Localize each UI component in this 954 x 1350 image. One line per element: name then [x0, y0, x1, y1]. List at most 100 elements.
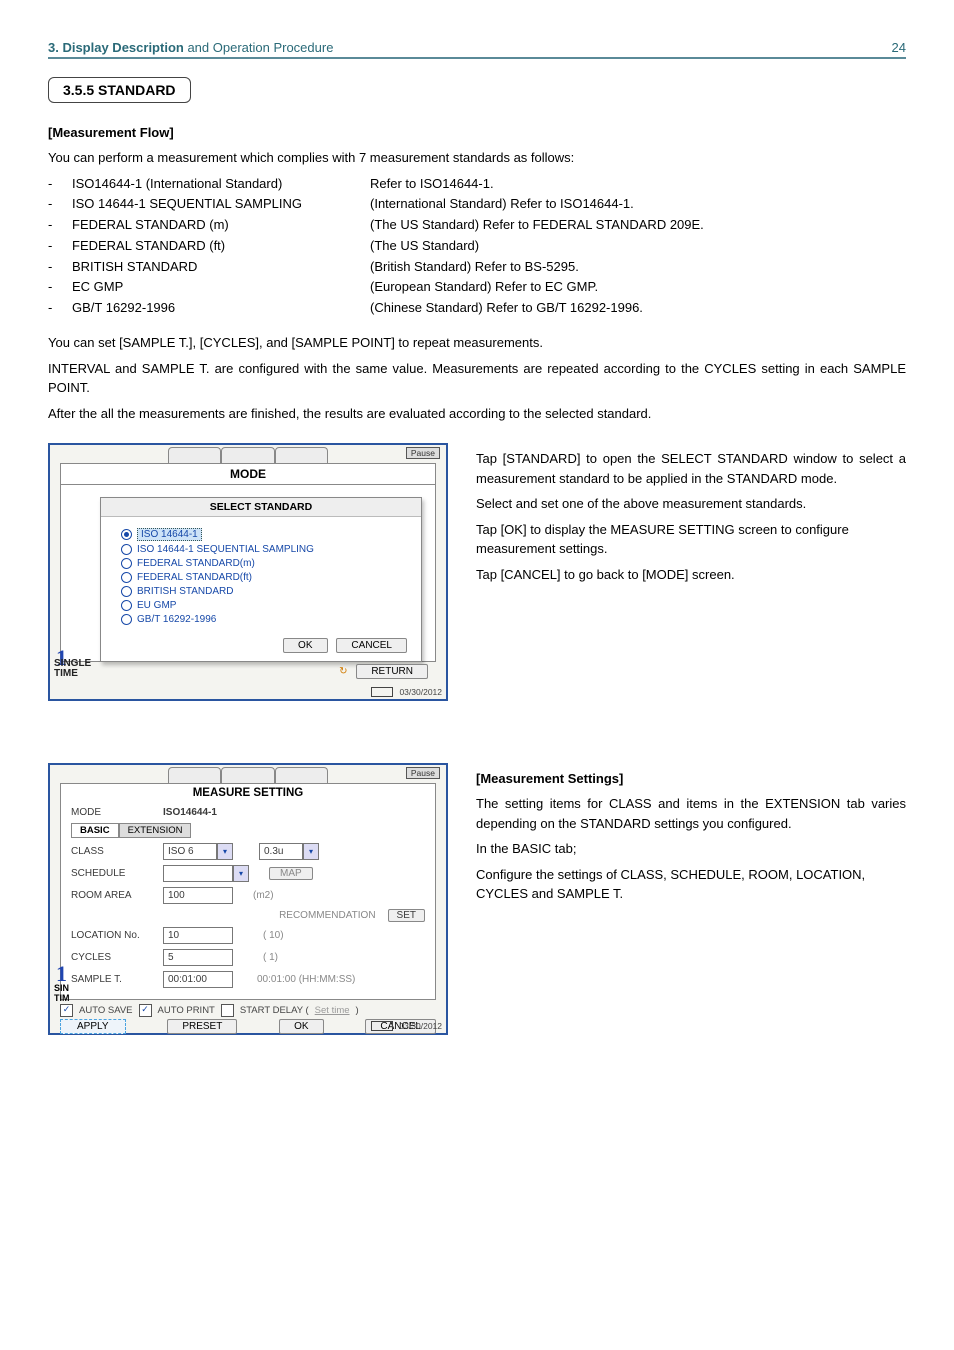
roomarea-row: ROOM AREA 100 (m2)	[71, 887, 425, 904]
top-tabs	[50, 767, 446, 783]
set-button[interactable]: SET	[388, 909, 425, 922]
particle-select[interactable]: 0.3u	[259, 843, 303, 860]
standard-right: (The US Standard) Refer to FEDERAL STAND…	[352, 215, 906, 236]
pause-button[interactable]: Pause	[406, 447, 440, 459]
cancel-button[interactable]: CANCEL	[336, 638, 407, 653]
dash: -	[48, 298, 72, 319]
measurement-settings-heading: [Measurement Settings]	[476, 771, 906, 786]
tab-blank3[interactable]	[275, 447, 328, 463]
mini-tabs: BASICEXTENSION	[71, 823, 425, 838]
tab-blank1[interactable]	[168, 447, 221, 463]
cycles-rec: ( 1)	[263, 952, 278, 963]
ok-button[interactable]: OK	[279, 1019, 323, 1034]
samplet-input[interactable]: 00:01:00	[163, 971, 233, 988]
left-strip-time: TIME	[54, 668, 78, 679]
location-rec: ( 10)	[263, 930, 284, 941]
left-tim: TIM	[54, 993, 70, 1003]
r1-p4: Tap [CANCEL] to go back to [MODE] screen…	[476, 565, 906, 585]
location-input[interactable]: 10	[163, 927, 233, 944]
apply-button[interactable]: APPLY	[60, 1019, 126, 1034]
footer-date: 03/30/2012	[399, 687, 442, 697]
dash: -	[48, 215, 72, 236]
map-button[interactable]: MAP	[269, 867, 313, 880]
right-text-block-2: [Measurement Settings] The setting items…	[476, 721, 906, 910]
standard-right: (British Standard) Refer to BS-5295.	[352, 257, 906, 278]
return-button[interactable]: RETURN	[356, 664, 428, 679]
footer-date: 03/30/2012	[399, 1021, 442, 1031]
radio-fed-m[interactable]: FEDERAL STANDARD(m)	[121, 558, 401, 569]
preset-button[interactable]: PRESET	[167, 1019, 237, 1034]
tab-blank2[interactable]	[221, 767, 274, 783]
radio-iso-seq[interactable]: ISO 14644-1 SEQUENTIAL SAMPLING	[121, 544, 401, 555]
mode-value: ISO14644-1	[163, 807, 217, 818]
header-left-rest: and Operation Procedure	[184, 40, 334, 55]
standard-left: FEDERAL STANDARD (ft)	[72, 236, 352, 257]
cycles-label: CYCLES	[71, 952, 163, 963]
settime-link[interactable]: Set time	[315, 1005, 350, 1016]
class-select[interactable]: ISO 6	[163, 843, 217, 860]
samplet-rec: 00:01:00 (HH:MM:SS)	[257, 974, 355, 985]
tab-blank2[interactable]	[221, 447, 274, 463]
counter-one: 1	[56, 961, 67, 987]
standard-row: - GB/T 16292-1996 (Chinese Standard) Ref…	[48, 298, 906, 319]
schedule-row: SCHEDULE ▾ MAP	[71, 865, 425, 882]
bottom-options-row: ✓AUTO SAVE ✓AUTO PRINT START DELAY ( Set…	[60, 1004, 436, 1017]
chevron-down-icon[interactable]: ▾	[303, 843, 319, 860]
radio-gbt[interactable]: GB/T 16292-1996	[121, 614, 401, 625]
footer-status: 03/30/2012	[371, 687, 442, 697]
radio-icon	[121, 614, 132, 625]
dash: -	[48, 194, 72, 215]
dialog-buttons: OK CANCEL	[101, 634, 421, 661]
samplet-row: SAMPLE T. 00:01:00 00:01:00 (HH:MM:SS)	[71, 971, 425, 988]
ok-button[interactable]: OK	[283, 638, 327, 653]
battery-icon	[371, 687, 393, 697]
chevron-down-icon[interactable]: ▾	[217, 843, 233, 860]
roomarea-unit: (m2)	[253, 890, 274, 901]
dash: -	[48, 257, 72, 278]
select-standard-dialog: SELECT STANDARD ISO 14644-1 ISO 14644-1 …	[100, 497, 422, 662]
tab-blank3[interactable]	[275, 767, 328, 783]
tab-basic[interactable]: BASIC	[71, 823, 119, 838]
autosave-checkbox[interactable]: ✓	[60, 1004, 73, 1017]
dash: -	[48, 174, 72, 195]
startdelay-checkbox[interactable]	[221, 1004, 234, 1017]
autosave-label: AUTO SAVE	[79, 1005, 133, 1016]
tab-blank1[interactable]	[168, 767, 221, 783]
r1-p2: Select and set one of the above measurem…	[476, 494, 906, 514]
panel-title: MEASURE SETTING	[71, 784, 425, 802]
cycles-input[interactable]: 5	[163, 949, 233, 966]
schedule-select[interactable]	[163, 865, 233, 882]
standard-left: BRITISH STANDARD	[72, 257, 352, 278]
chevron-down-icon[interactable]: ▾	[233, 865, 249, 882]
radio-label: FEDERAL STANDARD(m)	[137, 558, 255, 569]
schedule-label: SCHEDULE	[71, 868, 163, 879]
pause-button[interactable]: Pause	[406, 767, 440, 779]
autoprint-checkbox[interactable]: ✓	[139, 1004, 152, 1017]
standard-left: ISO14644-1 (International Standard)	[72, 174, 352, 195]
radio-icon	[121, 600, 132, 611]
standard-row: - FEDERAL STANDARD (m) (The US Standard)…	[48, 215, 906, 236]
para-after: After the all the measurements are finis…	[48, 404, 906, 424]
recommendation-label: RECOMMENDATION	[279, 910, 375, 921]
standard-row: - EC GMP (European Standard) Refer to EC…	[48, 277, 906, 298]
radio-label: EU GMP	[137, 600, 176, 611]
tab-extension[interactable]: EXTENSION	[119, 823, 192, 838]
r2-p2: In the BASIC tab;	[476, 839, 906, 859]
radio-list: ISO 14644-1 ISO 14644-1 SEQUENTIAL SAMPL…	[101, 517, 421, 634]
left-strip: SINGLE TIME	[54, 659, 91, 679]
roomarea-input[interactable]: 100	[163, 887, 233, 904]
roomarea-label: ROOM AREA	[71, 890, 163, 901]
battery-icon	[371, 1021, 393, 1031]
location-label: LOCATION No.	[71, 930, 163, 941]
standard-right: (The US Standard)	[352, 236, 906, 257]
radio-fed-ft[interactable]: FEDERAL STANDARD(ft)	[121, 572, 401, 583]
dash: -	[48, 236, 72, 257]
measurement-flow-heading: [Measurement Flow]	[48, 125, 906, 140]
radio-eu-gmp[interactable]: EU GMP	[121, 600, 401, 611]
dialog-title: SELECT STANDARD	[101, 498, 421, 517]
radio-iso14644[interactable]: ISO 14644-1	[121, 528, 401, 541]
radio-british[interactable]: BRITISH STANDARD	[121, 586, 401, 597]
standard-left: GB/T 16292-1996	[72, 298, 352, 319]
radio-label: GB/T 16292-1996	[137, 614, 216, 625]
measure-setting-panel: MEASURE SETTING MODE ISO14644-1 BASICEXT…	[60, 783, 436, 1000]
